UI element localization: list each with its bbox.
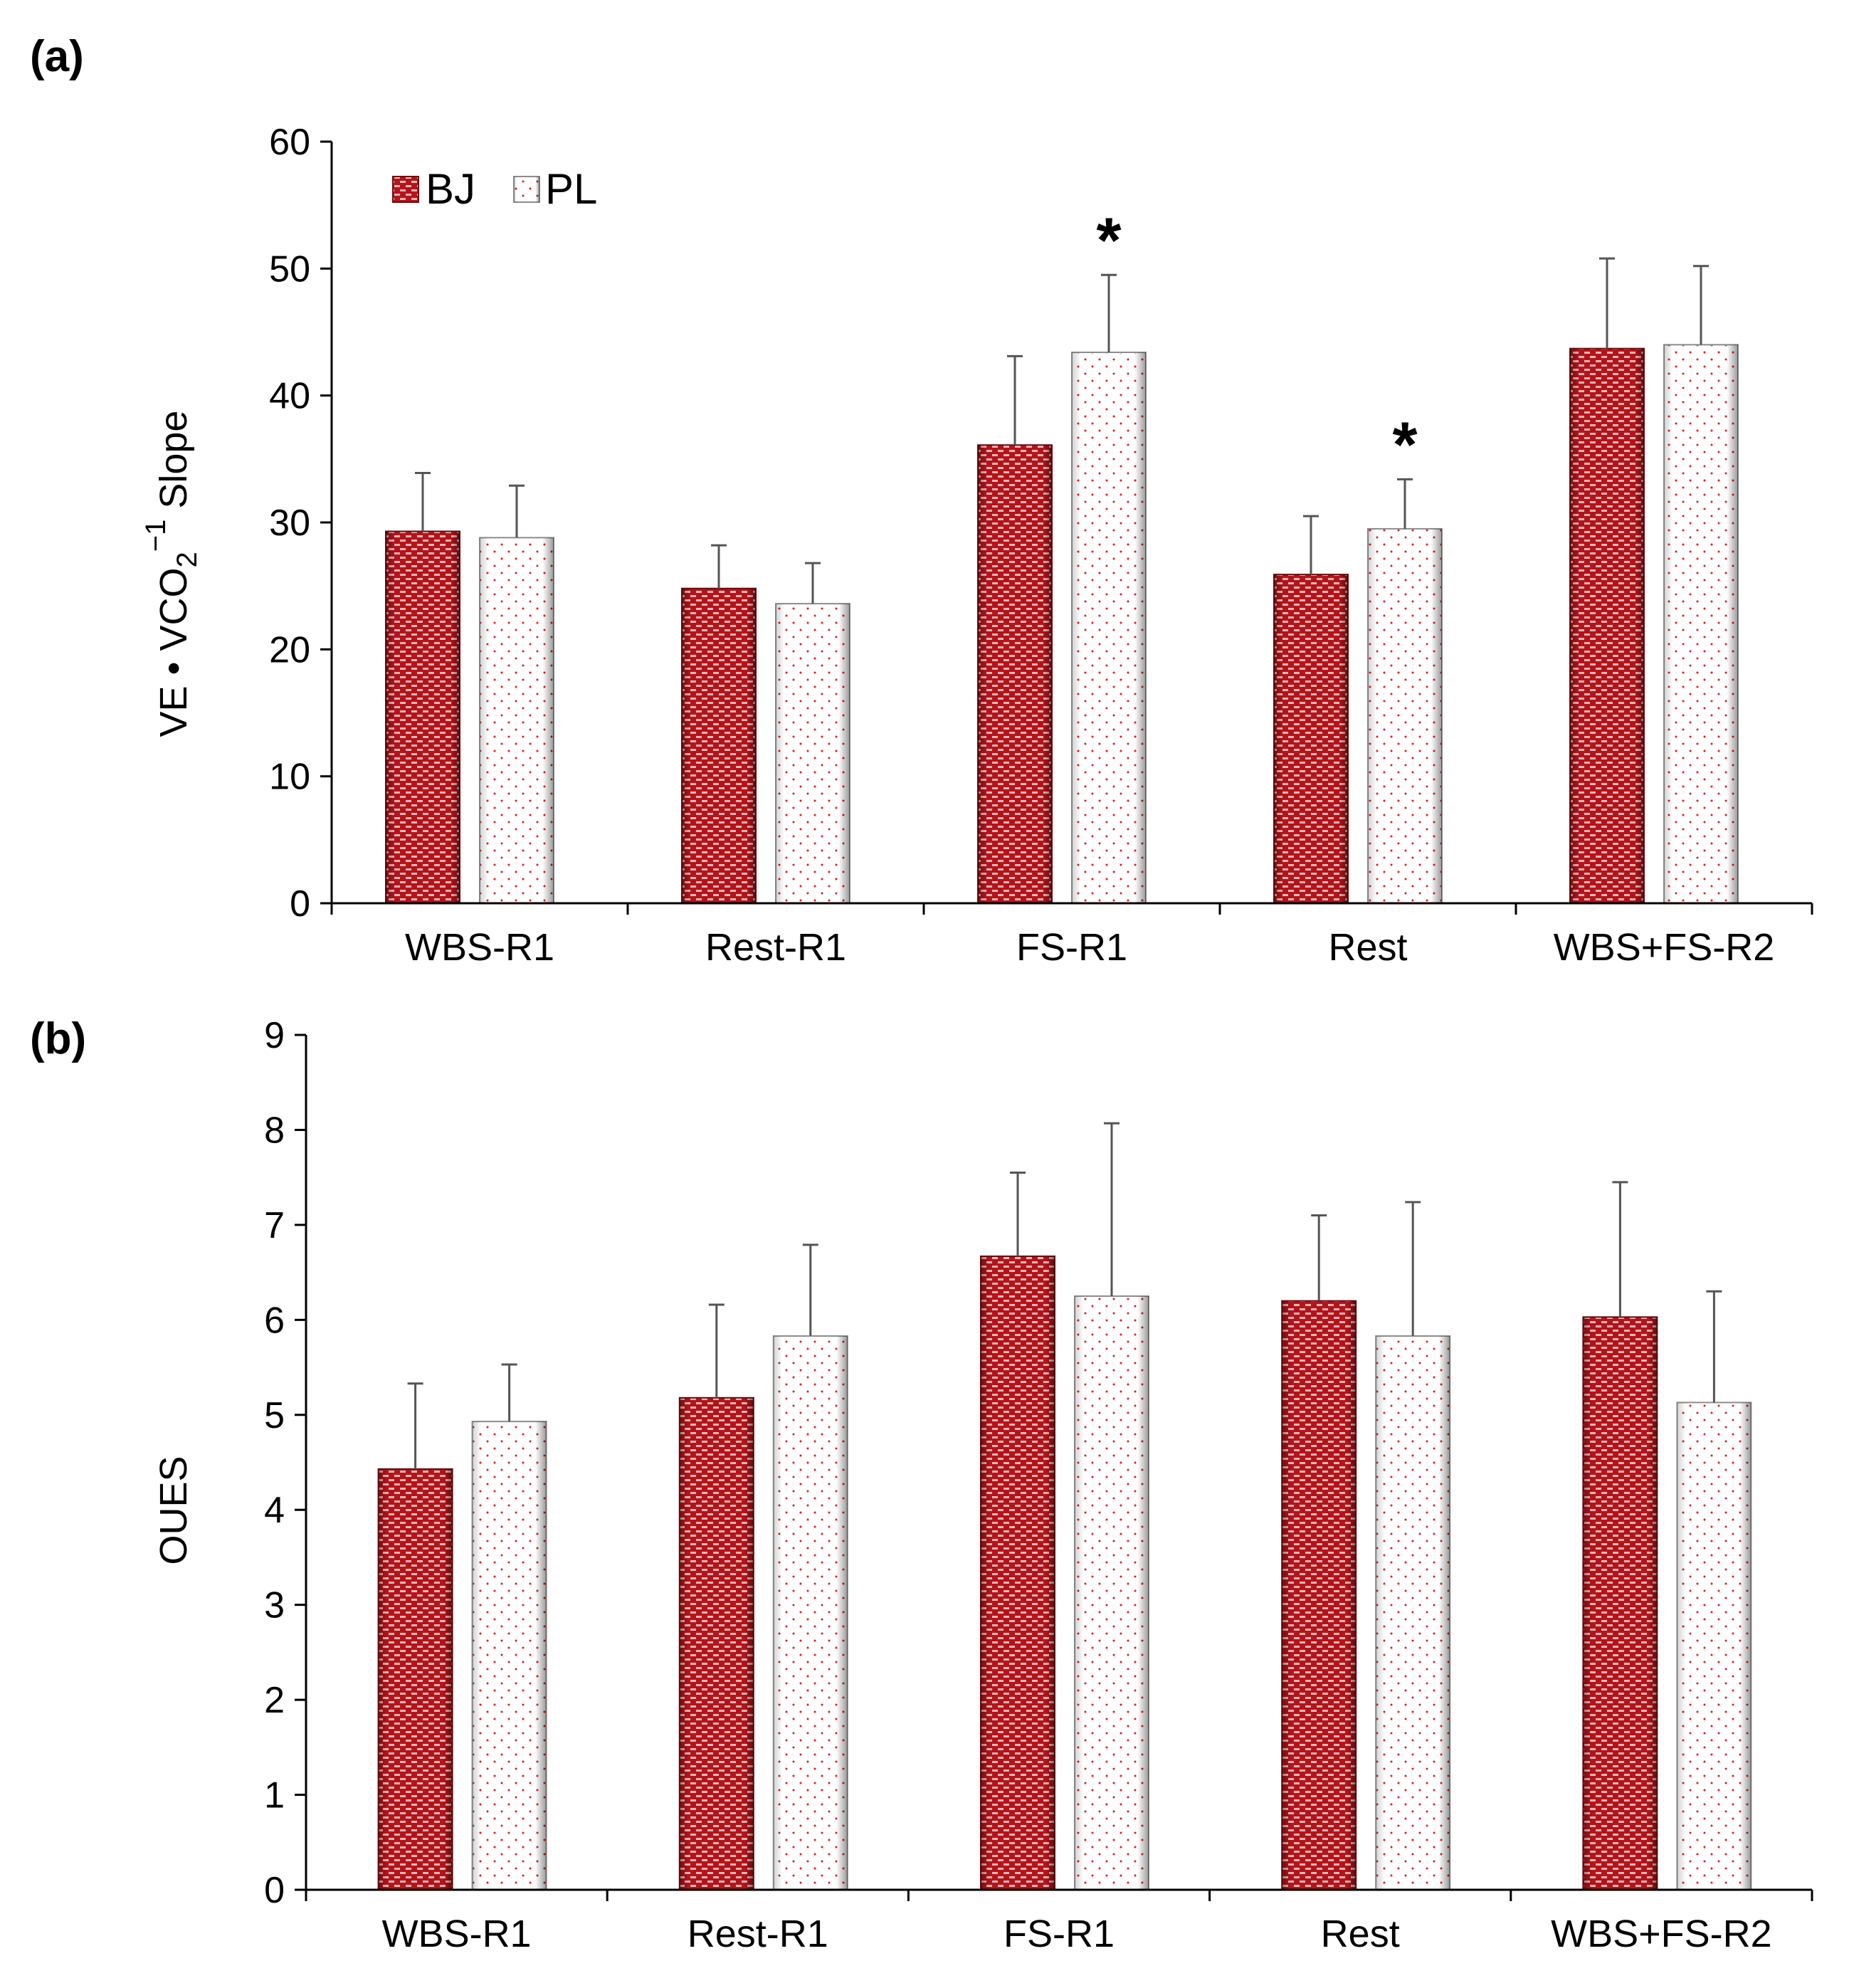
y-tick-label: 6 <box>264 1300 285 1341</box>
panel-a-axes <box>330 142 1813 915</box>
legend-swatch-pl-shade <box>514 177 539 202</box>
panel-b-bars <box>377 1255 1752 1891</box>
bar-shade <box>1677 1402 1751 1890</box>
y-tick-label: 7 <box>264 1205 285 1246</box>
panel-b-label: (b) <box>30 1014 86 1063</box>
panel-b-y-axis-title: OUES <box>152 1456 195 1564</box>
x-category-label: FS-R1 <box>1003 1913 1115 1955</box>
y-tick-label: 9 <box>264 1015 285 1056</box>
x-category-label: Rest <box>1328 926 1407 969</box>
x-category-label: Rest-R1 <box>705 926 846 969</box>
y-tick-label: 20 <box>269 629 310 670</box>
panel-b-chart: (b) OUES 0 1 2 3 4 5 6 7 8 9 WBS-R1 Rest-R1 FS-R1 Re… <box>30 1014 1813 1955</box>
legend-swatch-bj <box>392 176 419 203</box>
y-tick-label: 50 <box>269 248 310 290</box>
significance-asterisk: * <box>1096 205 1121 276</box>
x-category-label: Rest-R1 <box>688 1913 828 1955</box>
panel-a-legend: BJ PL <box>392 165 597 213</box>
panel-b-x-labels: WBS-R1 Rest-R1 FS-R1 Rest WBS+FS-R2 <box>382 1913 1772 1955</box>
bar-shade <box>386 531 460 903</box>
bar-shade <box>1075 1295 1149 1890</box>
panel-b-error-bars <box>407 1122 1722 1469</box>
bar-shade <box>773 1336 848 1890</box>
y-tick-label: 8 <box>264 1110 285 1151</box>
x-category-label: Rest <box>1321 1913 1400 1955</box>
y-tick-label: 5 <box>264 1395 285 1436</box>
bar-shade <box>682 588 756 903</box>
y-tick-label: 1 <box>264 1775 285 1816</box>
significance-asterisk: * <box>1392 409 1417 480</box>
panel-a-y-axis-title: VE • VCO2−1 Slope <box>140 411 203 737</box>
panel-b-y-ticks: 0 1 2 3 4 5 6 7 8 9 <box>264 1015 306 1911</box>
bar-shade <box>472 1421 547 1890</box>
x-category-label: FS-R1 <box>1016 926 1127 969</box>
bar-shade <box>378 1468 453 1890</box>
panel-a-chart: (a) VE • VCO2−1 Slope 0 10 20 30 40 50 60 WBS-… <box>30 32 1813 969</box>
bar-shade <box>776 604 850 903</box>
x-category-label: WBS+FS-R2 <box>1554 926 1775 969</box>
y-tick-label: 4 <box>264 1490 285 1531</box>
panel-a-error-bars <box>415 257 1709 604</box>
y-tick-label: 10 <box>269 757 310 798</box>
bar-shade <box>1282 1300 1357 1890</box>
panel-a-label: (a) <box>30 32 84 81</box>
bar-shade <box>480 537 554 903</box>
legend-label-bj: BJ <box>426 165 475 213</box>
bar-shade <box>981 1256 1055 1890</box>
x-category-label: WBS+FS-R2 <box>1551 1913 1772 1955</box>
y-tick-label: 60 <box>269 122 310 163</box>
y-tick-label: 3 <box>264 1585 285 1626</box>
y-tick-label: 0 <box>290 883 310 925</box>
panel-a-x-labels: WBS-R1 Rest-R1 FS-R1 Rest WBS+FS-R2 <box>405 926 1774 969</box>
bar-shade <box>1570 348 1644 903</box>
x-category-label: WBS-R1 <box>382 1913 532 1955</box>
legend-label-pl: PL <box>545 165 597 213</box>
y-tick-label: 40 <box>269 376 310 417</box>
bar-shade <box>1376 1336 1450 1890</box>
bar-shade <box>1274 574 1348 903</box>
panel-a-bars <box>385 344 1739 905</box>
y-tick-label: 0 <box>264 1870 285 1911</box>
bar-shade <box>1583 1317 1658 1890</box>
panel-a-annotations: ** <box>1096 205 1417 480</box>
bar-shade <box>1072 352 1146 903</box>
y-tick-label: 30 <box>269 503 310 544</box>
bar-shade <box>679 1397 754 1890</box>
y-tick-label: 2 <box>264 1680 285 1721</box>
x-category-label: WBS-R1 <box>405 926 554 969</box>
bar-shade <box>978 445 1052 903</box>
bar-shade <box>1664 345 1738 903</box>
panel-a-y-ticks: 0 10 20 30 40 50 60 <box>269 122 332 925</box>
panel-b-axes <box>305 1035 1813 1901</box>
bar-shade <box>1368 528 1442 903</box>
